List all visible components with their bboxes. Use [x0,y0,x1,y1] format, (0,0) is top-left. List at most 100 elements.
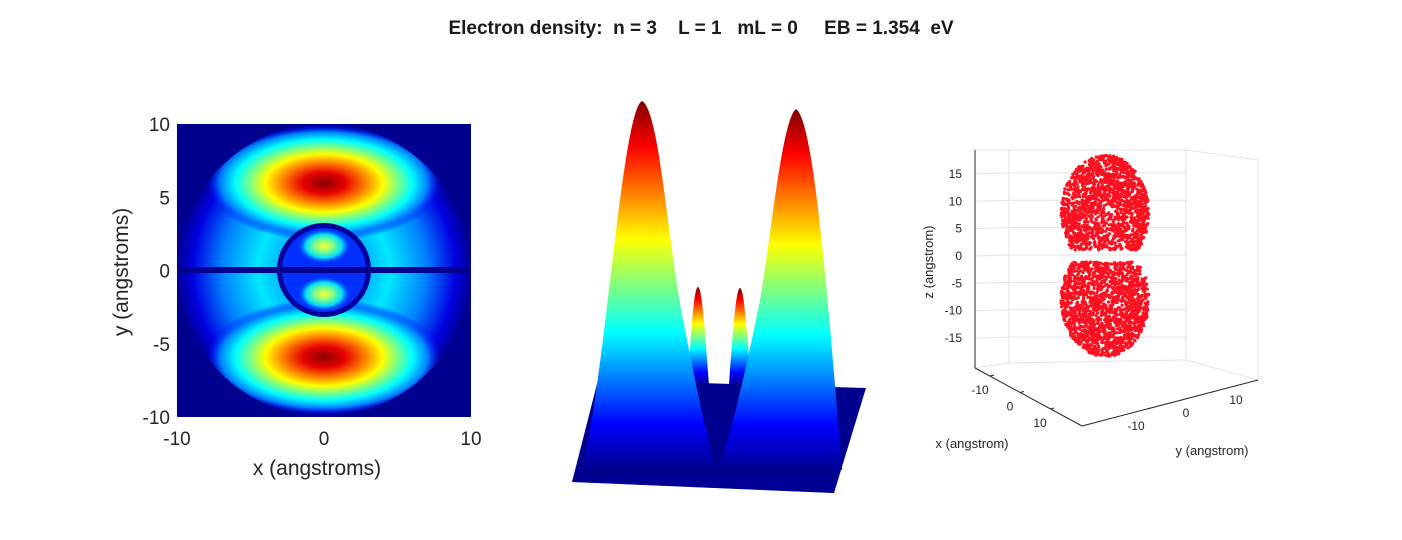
scatter-point [1088,291,1092,295]
scatter-point [1120,217,1124,222]
scatter-point [1059,299,1063,303]
scatter-point [1103,159,1107,163]
scatter-point [1119,308,1123,313]
scatter-z-tick: 5 [955,222,962,236]
scatter-point [1091,296,1095,300]
scatter-point [1079,288,1083,292]
scatter-point [1077,237,1081,242]
scatter-z-tick: 0 [955,249,962,263]
scatter-point [1082,281,1086,285]
scatter-point [1093,197,1098,201]
scatter-point [1102,278,1106,282]
scatter-point [1085,226,1089,230]
scatter-point [1107,272,1111,276]
scatter-point [1072,274,1077,278]
scatter-point [1096,192,1100,196]
scatter-point [1072,239,1076,243]
surface-peak-left [582,101,716,470]
scatter-point [1108,295,1112,299]
scatter-point [1106,300,1111,304]
scatter-point [1072,331,1077,335]
scatter-point [1082,343,1086,347]
scatter-point [1119,188,1124,192]
scatter-z-tick: 15 [949,167,963,181]
scatter-point [1130,328,1134,332]
scatter-point [1073,195,1077,199]
scatter-point [1117,238,1122,243]
scatter-point [1117,292,1121,297]
scatter-point [1080,224,1084,228]
scatter-point [1143,188,1147,192]
scatter-point [1127,280,1131,284]
scatter-point [1081,270,1085,275]
scatter-point [1133,333,1137,337]
scatter-point [1112,270,1116,274]
scatter-point [1096,321,1100,325]
scatter-point [1145,287,1149,291]
scatter-point [1079,165,1083,169]
scatter-point [1067,214,1071,218]
scatter-point [1135,203,1139,207]
scatter-point [1061,219,1066,223]
scatter-point [1094,274,1098,278]
scatter-point [1067,219,1071,223]
surface-peak-right [718,109,842,470]
scatter-point [1089,351,1093,355]
scatter-point [1121,264,1125,268]
scatter-point [1122,323,1126,327]
scatter-point [1088,163,1092,167]
scatter-point [1110,205,1114,209]
scatter-point [1086,237,1090,241]
scatter-point [1094,217,1098,221]
scatter-point [1097,328,1101,332]
scatter-point [1102,346,1106,350]
surface-front-shading [572,472,834,493]
scatter-point [1124,319,1128,323]
scatter-point [1074,317,1078,322]
scatter-point [1117,157,1121,161]
scatter-point [1096,245,1101,249]
scatter-point [1117,188,1121,192]
scatter-point [1122,315,1126,319]
scatter-point [1114,323,1118,328]
scatter-point [1144,303,1148,307]
scatter-point [1081,265,1085,269]
scatter-point [1072,321,1077,325]
scatter-point [1092,334,1096,338]
scatter-grid-line [974,172,1010,175]
scatter-point [1126,309,1130,313]
scatter-point [1126,227,1130,231]
scatter-point [1107,193,1111,197]
scatter-point [1114,267,1118,271]
scatter-point [1140,184,1144,188]
scatter-point [1077,305,1081,309]
scatter-point [1061,285,1065,289]
scatter-point [1118,175,1122,179]
scatter-point [1145,282,1149,286]
scatter-point [1099,318,1103,322]
scatter-point [1115,170,1119,174]
scatter-point [1103,214,1107,218]
scatter-point [1112,178,1116,182]
scatter-point [1124,303,1129,307]
scatter-point [1069,307,1074,311]
scatter-point [1104,180,1108,184]
figure-title: Electron density: n = 3 L = 1 mL = 0 EB … [448,18,954,39]
scatter-point [1087,196,1091,200]
scatter-point [1114,295,1118,299]
scatter-point [1111,286,1115,290]
scatter-point [1127,286,1131,290]
scatter-point [1130,306,1134,310]
scatter-point [1105,350,1109,354]
scatter-point [1070,224,1074,228]
scatter-point [1107,223,1111,227]
scatter-point [1081,333,1085,337]
scatter-point [1092,352,1096,356]
scatter-point [1104,229,1108,233]
scatter-point [1067,278,1071,282]
scatter-point [1065,324,1069,328]
scatter-point [1097,198,1101,202]
scatter-point [1139,194,1144,198]
scatter-point [1097,206,1101,211]
